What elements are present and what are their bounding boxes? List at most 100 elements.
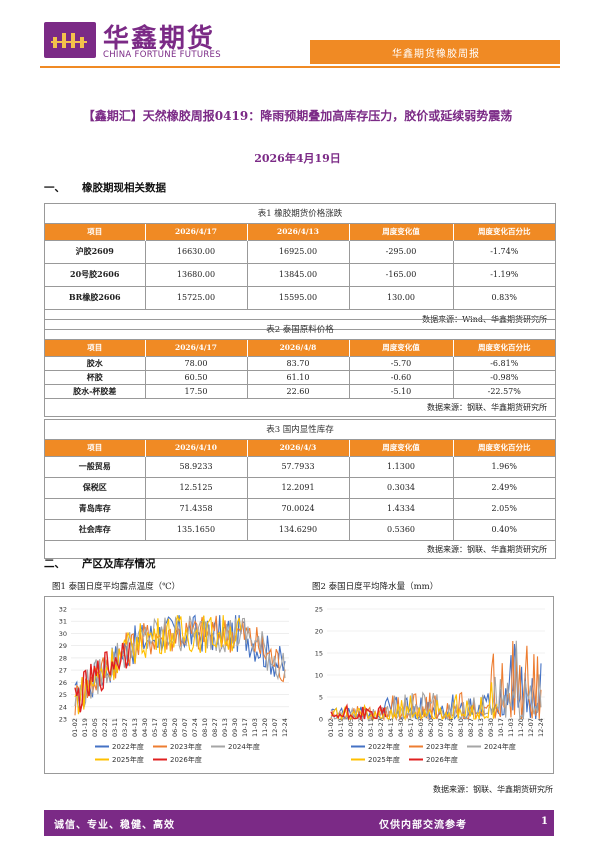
x-tick-label: 03-27 — [121, 718, 129, 737]
x-tick-label: 02-05 — [91, 718, 99, 737]
series-line — [330, 703, 387, 722]
table-row: 胶水 78.00 83.70 -5.70 -6.81% — [45, 355, 555, 370]
legend-label: 2023年度 — [170, 742, 202, 751]
futures-price-table: 表1 橡胶期货价格涨跌 项目 2026/4/17 2026/4/13 周度变化值… — [44, 203, 556, 330]
header-divider — [40, 66, 560, 68]
x-tick-label: 02-22 — [357, 718, 365, 737]
table-cell: -0.98% — [453, 369, 555, 384]
x-tick-label: 12-24 — [281, 718, 289, 737]
table-cell: 135.1650 — [145, 518, 248, 540]
report-name: 华鑫期货橡胶周报 — [392, 49, 480, 60]
series-line — [74, 615, 286, 709]
section-heading-1: 一、 橡胶期现相关数据 — [44, 180, 166, 195]
x-tick-label: 04-13 — [387, 718, 395, 737]
table-cell: BR橡胶2606 — [45, 285, 146, 309]
x-tick-label: 04-30 — [397, 718, 405, 737]
table-cell: 12.2091 — [247, 476, 350, 498]
table-cell: 0.3034 — [349, 476, 454, 498]
y-tick-label: 24 — [59, 703, 67, 711]
legend-label: 2022年度 — [112, 742, 144, 751]
legend-label: 2022年度 — [368, 742, 400, 751]
table-source: 数据来源：钢联、华鑫期货研究所 — [45, 398, 555, 416]
table-row: 青岛库存 71.4358 70.0024 1.4334 2.05% — [45, 497, 555, 519]
column-header: 2026/4/17 — [145, 340, 248, 356]
logo-chinese-name: 华鑫期货 — [103, 24, 216, 54]
legend-label: 2025年度 — [368, 755, 400, 764]
table-cell: -165.00 — [349, 262, 454, 286]
table-cell: 16925.00 — [247, 239, 350, 263]
section-heading-2: 二、 产区及库存情况 — [44, 556, 156, 571]
table-row: 20号胶2606 13680.00 13845.00 -165.00 -1.19… — [45, 262, 555, 286]
table-row: 一般贸易 58.9233 57.7933 1.1300 1.96% — [45, 455, 555, 477]
y-tick-label: 26 — [59, 679, 67, 687]
section-number: 二、 — [44, 558, 65, 570]
table-cell: -5.70 — [349, 355, 454, 370]
table-cell: 83.70 — [247, 355, 350, 370]
column-header: 周度变化百分比 — [453, 224, 555, 240]
table-cell: 70.0024 — [247, 497, 350, 519]
y-tick-label: 25 — [59, 691, 67, 699]
x-tick-label: 06-20 — [427, 718, 435, 737]
series-line — [74, 614, 286, 714]
x-tick-label: 07-07 — [181, 718, 189, 737]
x-tick-label: 04-30 — [141, 718, 149, 737]
table-cell: 57.7933 — [247, 455, 350, 477]
x-tick-label: 04-13 — [131, 718, 139, 737]
column-header: 2026/4/10 — [145, 440, 248, 456]
x-tick-label: 09-30 — [231, 718, 239, 737]
table-row: 社会库存 135.1650 134.6290 0.5360 0.40% — [45, 518, 555, 540]
legend-label: 2026年度 — [170, 755, 202, 764]
x-tick-label: 06-20 — [171, 718, 179, 737]
column-header: 周度变化值 — [349, 340, 454, 356]
table-row: 沪胶2609 16630.00 16925.00 -295.00 -1.74% — [45, 239, 555, 263]
table-cell: 沪胶2609 — [45, 239, 146, 263]
table-cell: 1.96% — [453, 455, 555, 477]
y-tick-label: 15 — [315, 650, 323, 658]
section-label: 橡胶期现相关数据 — [82, 182, 166, 194]
x-tick-label: 01-02 — [327, 718, 335, 737]
table-row: BR橡胶2606 15725.00 15595.00 130.00 0.83% — [45, 285, 555, 309]
table-cell: 2.05% — [453, 497, 555, 519]
report-title: 【鑫期汇】天然橡胶周报0419：降雨预期叠加高库存压力，胶价或延续弱势震荡 — [82, 109, 513, 123]
table-cell: 0.40% — [453, 518, 555, 540]
y-tick-label: 29 — [59, 642, 67, 650]
domestic-inventory-table: 表3 国内显性库存 项目 2026/4/10 2026/4/3 周度变化值 周度… — [44, 419, 556, 559]
x-tick-label: 03-11 — [111, 718, 119, 737]
x-tick-label: 08-10 — [457, 718, 465, 737]
table-cell: 0.83% — [453, 285, 555, 309]
legend-label: 2025年度 — [112, 755, 144, 764]
table-caption: 表2 泰国原料价格 — [45, 320, 555, 340]
x-tick-label: 10-17 — [241, 718, 249, 737]
legend-label: 2024年度 — [228, 742, 260, 751]
column-header: 项目 — [45, 440, 146, 456]
x-tick-label: 09-13 — [477, 718, 485, 737]
x-tick-label: 01-19 — [337, 718, 345, 737]
header-band: 华鑫期货橡胶周报 — [310, 40, 560, 64]
table-cell: 胶水 — [45, 355, 146, 370]
column-header: 2026/4/8 — [247, 340, 350, 356]
column-header: 周度变化百分比 — [453, 340, 555, 356]
y-tick-label: 0 — [319, 716, 323, 724]
table-cell: -1.74% — [453, 239, 555, 263]
table-cell: 青岛库存 — [45, 497, 146, 519]
x-tick-label: 03-11 — [367, 718, 375, 737]
table-caption: 表1 橡胶期货价格涨跌 — [45, 204, 555, 224]
table-cell: 13680.00 — [145, 262, 248, 286]
table-cell: 胶水-杯胶差 — [45, 383, 146, 398]
table-cell: 78.00 — [145, 355, 248, 370]
x-tick-label: 11-03 — [507, 718, 515, 737]
chart-title-dewpoint: 图1 泰国日度平均露点温度（℃） — [52, 582, 181, 592]
logo-english-name: CHINA FORTUNE FUTURES — [103, 50, 221, 60]
x-tick-label: 06-03 — [161, 718, 169, 737]
legend-label: 2024年度 — [484, 742, 516, 751]
series-line — [74, 615, 242, 715]
table-cell: -295.00 — [349, 239, 454, 263]
table-cell: 社会库存 — [45, 518, 146, 540]
table-cell: 0.5360 — [349, 518, 454, 540]
table-cell: 130.00 — [349, 285, 454, 309]
x-tick-label: 12-24 — [537, 718, 545, 737]
table-cell: -5.10 — [349, 383, 454, 398]
table-cell: 12.5125 — [145, 476, 248, 498]
table-cell: 保税区 — [45, 476, 146, 498]
x-tick-label: 05-17 — [151, 718, 159, 737]
